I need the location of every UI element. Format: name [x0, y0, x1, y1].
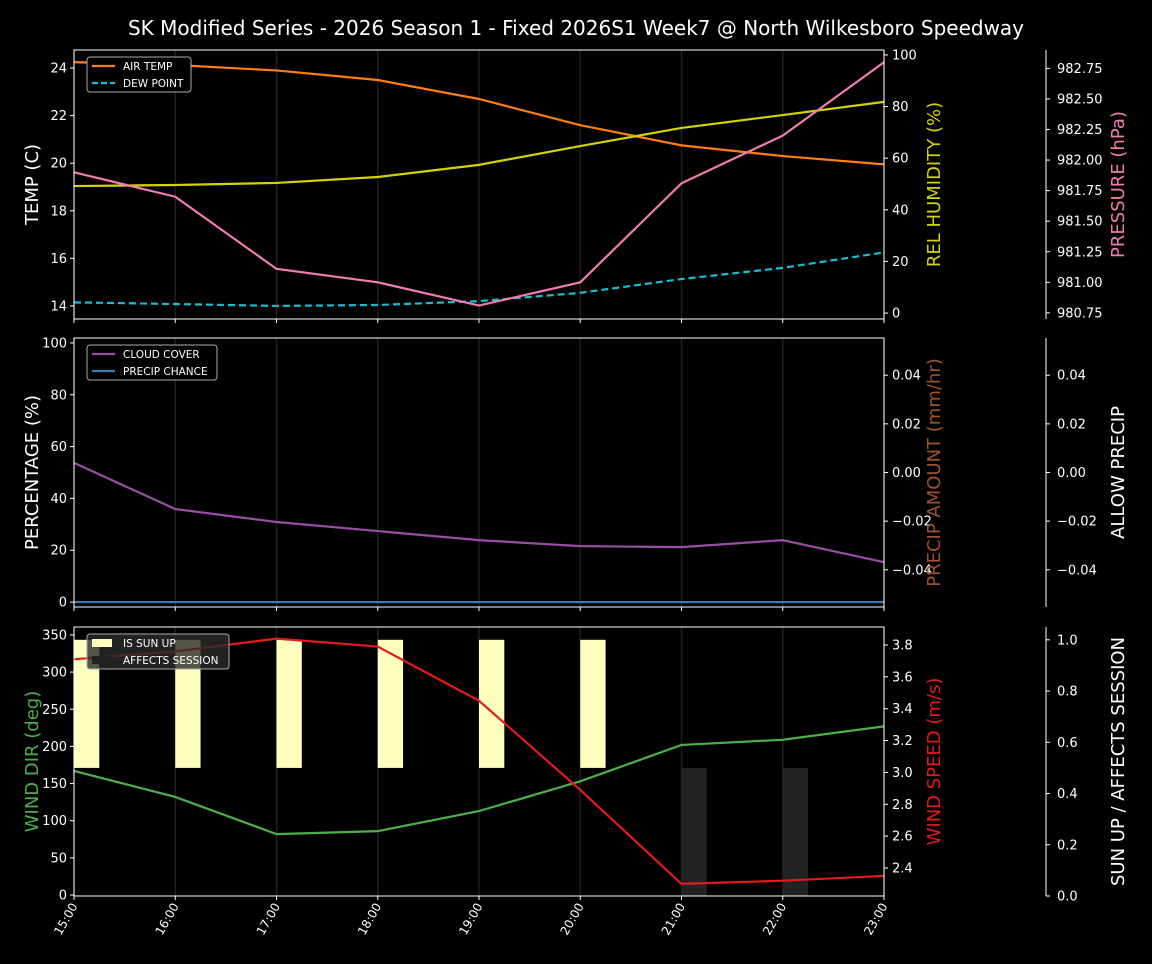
left-tick-label: 300 [42, 666, 67, 681]
left-tick-label: 0 [59, 889, 67, 904]
left-tick-label: 16 [50, 252, 67, 267]
right-axis-2-label: ALLOW PRECIP [1108, 406, 1129, 539]
right-tick-label: 0.00 [892, 466, 921, 481]
right2-tick-label: 0.8 [1057, 685, 1078, 700]
sun-up-bar [580, 639, 606, 768]
left-tick-label: 18 [50, 204, 67, 219]
right2-tick-label: 981.50 [1057, 215, 1103, 230]
x-tick-label: 16:00 [152, 901, 181, 938]
right2-tick-label: 0.04 [1057, 369, 1086, 384]
sun-up-bar [276, 639, 302, 768]
right2-tick-label: 982.75 [1057, 62, 1103, 77]
affects-session-bar [782, 767, 809, 896]
left-tick-label: 80 [50, 388, 67, 403]
right-tick-label: −0.04 [892, 563, 932, 578]
sun-up-bar [377, 639, 404, 768]
right-tick-label: 40 [892, 203, 909, 218]
left-tick-label: 150 [42, 777, 67, 792]
legend-label: CLOUD COVER [123, 349, 200, 361]
right2-tick-label: 0.2 [1057, 838, 1078, 853]
left-axis-label: PERCENTAGE (%) [22, 395, 43, 550]
right-tick-label: 100 [892, 48, 917, 63]
chart-title: SK Modified Series - 2026 Season 1 - Fix… [128, 16, 1024, 40]
right-tick-label: 0.02 [892, 417, 921, 432]
right-tick-label: 3.0 [892, 766, 913, 781]
legend-label: PRECIP CHANCE [123, 366, 208, 378]
left-tick-label: 350 [42, 628, 67, 643]
legend-swatch [92, 656, 112, 664]
right-tick-label: 0 [892, 307, 900, 322]
right-tick-label: 80 [892, 100, 909, 115]
right2-tick-label: 982.50 [1057, 92, 1103, 107]
right2-tick-label: 0.4 [1057, 787, 1078, 802]
x-tick-label: 20:00 [557, 901, 586, 938]
series-line-right2-axis [73, 61, 885, 307]
right-tick-label: 3.2 [892, 734, 913, 749]
series-line-cloud-cover [73, 461, 885, 564]
right-axis-2-label: SUN UP / AFFECTS SESSION [1108, 637, 1129, 886]
left-tick-label: 50 [50, 851, 67, 866]
right-tick-label: −0.02 [892, 515, 932, 530]
left-tick-label: 24 [50, 62, 67, 77]
right2-tick-label: 982.25 [1057, 123, 1103, 138]
left-axis-label: TEMP (C) [22, 144, 43, 226]
right-tick-label: 3.8 [892, 638, 913, 653]
left-tick-label: 20 [50, 157, 67, 172]
left-tick-label: 22 [50, 109, 67, 124]
left-tick-label: 0 [59, 596, 67, 611]
right-tick-label: 20 [892, 255, 909, 270]
x-tick-label: 21:00 [659, 901, 688, 938]
left-tick-label: 60 [50, 440, 67, 455]
series-line-dew-point [73, 251, 885, 308]
right2-tick-label: 0.00 [1057, 466, 1086, 481]
legend-label: AFFECTS SESSION [123, 655, 219, 667]
left-tick-label: 250 [42, 703, 67, 718]
x-tick-label: 17:00 [254, 901, 283, 938]
legend-box [86, 344, 218, 381]
left-tick-label: 20 [50, 544, 67, 559]
right-axis-label: REL HUMIDITY (%) [924, 102, 945, 267]
legend-label: AIR TEMP [123, 61, 172, 73]
x-tick-label: 15:00 [51, 901, 80, 938]
legend-swatch [92, 639, 112, 647]
series-line-right-axis [73, 100, 885, 188]
right-tick-label: 2.6 [892, 830, 913, 845]
right2-tick-label: 980.75 [1057, 306, 1103, 321]
left-axis-label: WIND DIR (deg) [22, 691, 43, 833]
x-tick-label: 19:00 [456, 901, 485, 938]
left-tick-label: 100 [42, 336, 67, 351]
series-line-left-axis [73, 725, 885, 836]
legend-label: DEW POINT [123, 78, 184, 90]
x-tick-label: 22:00 [760, 901, 789, 938]
right2-tick-label: 0.0 [1057, 890, 1078, 905]
right-tick-label: 0.04 [892, 369, 921, 384]
right-tick-label: 2.8 [892, 798, 913, 813]
legend-box [86, 633, 230, 670]
right2-tick-label: 981.75 [1057, 184, 1103, 199]
right-axis-label: PRECIP AMOUNT (mm/hr) [924, 358, 945, 587]
right2-tick-label: 981.25 [1057, 245, 1103, 260]
right-axis-2-label: PRESSURE (hPa) [1108, 111, 1129, 258]
x-tick-label: 23:00 [861, 901, 890, 938]
left-tick-label: 40 [50, 492, 67, 507]
right-tick-label: 2.4 [892, 861, 913, 876]
left-tick-label: 100 [42, 814, 67, 829]
legend-label: IS SUN UP [123, 638, 176, 650]
right-axis-label: WIND SPEED (m/s) [924, 678, 945, 846]
right-tick-label: 60 [892, 152, 909, 167]
affects-session-bar [681, 767, 707, 896]
right2-tick-label: 982.00 [1057, 154, 1103, 169]
right2-tick-label: −0.04 [1057, 563, 1097, 578]
right-tick-label: 3.6 [892, 670, 913, 685]
right2-tick-label: 1.0 [1057, 633, 1078, 648]
right2-tick-label: 0.02 [1057, 417, 1086, 432]
right2-tick-label: 981.00 [1057, 276, 1103, 291]
left-tick-label: 200 [42, 740, 67, 755]
left-tick-label: 14 [50, 299, 67, 314]
right2-tick-label: −0.02 [1057, 515, 1097, 530]
right2-tick-label: 0.6 [1057, 736, 1078, 751]
right-tick-label: 3.4 [892, 702, 913, 717]
x-tick-label: 18:00 [355, 901, 384, 938]
